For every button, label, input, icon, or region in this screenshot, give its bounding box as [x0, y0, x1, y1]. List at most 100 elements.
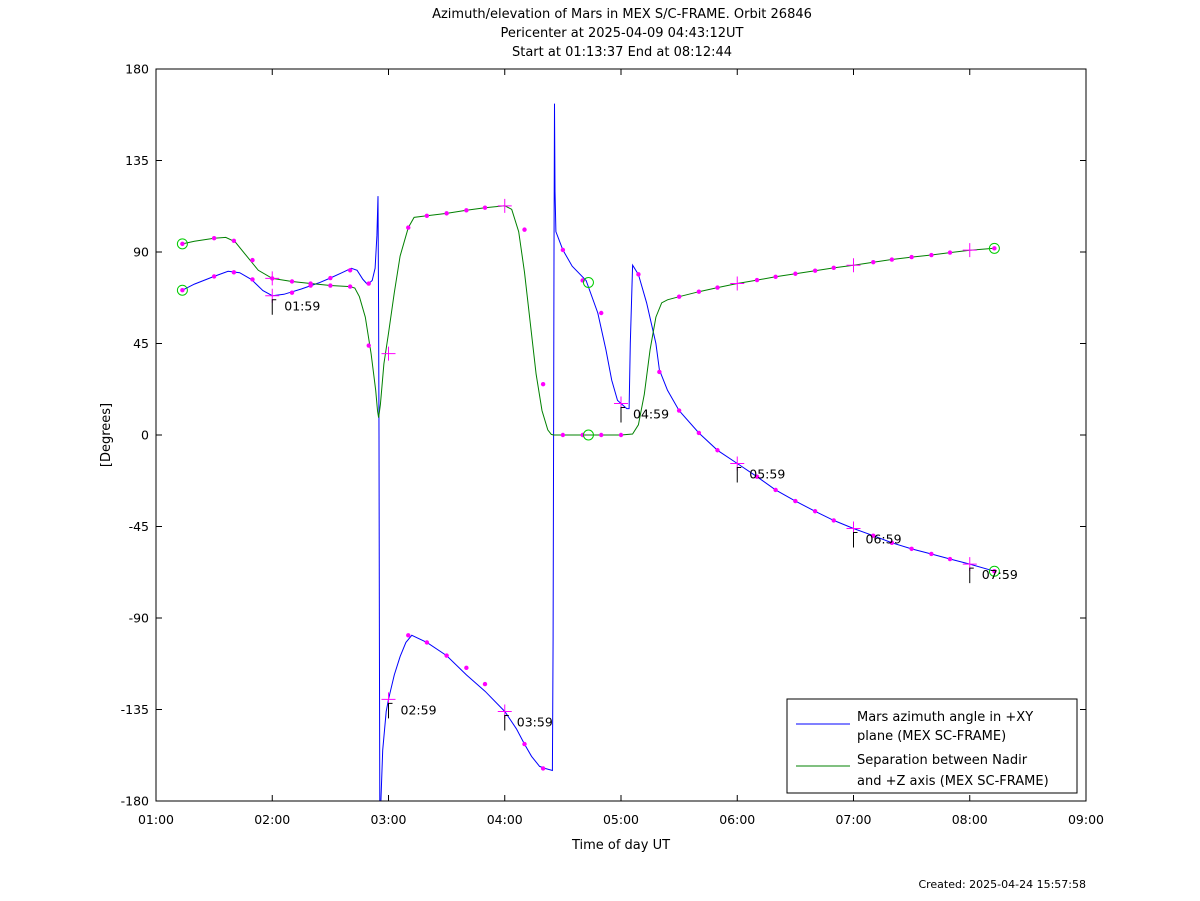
data-dot: [424, 213, 430, 219]
data-dot: [540, 766, 546, 771]
legend-label-azimuth-line-2: plane (MEX SC-FRAME): [857, 729, 1006, 744]
data-dot: [560, 432, 566, 438]
x-tick-label: 03:00: [370, 812, 406, 827]
data-dot: [464, 208, 469, 213]
data-dot: [754, 474, 760, 479]
data-dot: [289, 279, 295, 284]
y-tick-label: 135: [125, 153, 149, 168]
data-dot: [657, 369, 662, 375]
chart-title: Azimuth/elevation of Mars in MEX S/C-FRA…: [432, 7, 812, 60]
data-dot: [522, 741, 527, 747]
y-tick-label: 90: [133, 245, 149, 260]
annotation-pointer: [620, 406, 625, 423]
x-tick-label: 01:00: [138, 812, 174, 827]
hour-cross-marker: [962, 243, 977, 258]
data-dot: [180, 241, 185, 247]
hour-cross-marker: [846, 258, 861, 273]
data-dot: [831, 265, 836, 271]
data-dot: [482, 205, 488, 210]
data-dot: [889, 257, 895, 262]
y-axis-label: [Degrees]: [99, 403, 114, 467]
data-dot: [947, 250, 953, 255]
y-tick-label: 45: [133, 336, 149, 351]
y-tick-label: -135: [121, 702, 149, 717]
x-tick-label: 04:00: [487, 812, 523, 827]
annotation-pointer: [504, 715, 509, 731]
data-dot: [347, 268, 353, 273]
data-dot: [211, 274, 217, 279]
x-tick-label: 09:00: [1068, 812, 1104, 827]
endpoint-circle-marker: [176, 284, 188, 296]
x-tick-label: 06:00: [719, 812, 755, 827]
data-dot: [715, 448, 720, 453]
data-dot: [406, 633, 411, 638]
data-dot: [793, 498, 798, 504]
hour-cross-marker: [265, 271, 280, 286]
endpoint-circle-marker: [988, 565, 1000, 577]
marker-layer: [176, 198, 1000, 771]
data-dot: [871, 533, 876, 538]
data-dot: [696, 430, 702, 436]
x-axis-label: Time of day UT: [571, 838, 670, 853]
data-dot: [366, 281, 371, 286]
data-dot: [909, 254, 914, 260]
data-dot: [715, 285, 720, 290]
annotation-pointer: [271, 299, 277, 315]
annotation-pointer: [969, 567, 974, 584]
y-tick-label: 180: [125, 62, 149, 77]
data-dot: [773, 274, 778, 280]
data-dot: [992, 246, 997, 251]
data-dot: [812, 509, 818, 514]
y-tick-label: -45: [129, 519, 149, 534]
chart-title-line-2: Pericenter at 2025-04-09 04:43:12UT: [500, 26, 743, 41]
data-dot: [676, 294, 682, 299]
hour-cross-marker: [497, 198, 512, 213]
data-dot: [773, 487, 778, 493]
annotation-label: 07:59: [982, 567, 1018, 582]
series-line-separation: [182, 205, 995, 436]
data-dot: [618, 432, 624, 438]
legend: Mars azimuth angle in +XY plane (MEX SC-…: [786, 698, 1078, 794]
y-tick-label: 0: [141, 428, 149, 443]
legend-label-separation-line-2: and +Z axis (MEX SC-FRAME): [857, 774, 1049, 789]
endpoint-circle-marker: [582, 277, 594, 288]
annotation-layer: 01:59 02:59 03:59 04:59 05:59 06:59 07:59: [271, 299, 1018, 731]
data-dot: [522, 227, 527, 232]
data-dot: [482, 681, 488, 687]
chart-title-line-3: Start at 01:13:37 End at 08:12:44: [512, 45, 732, 60]
data-dot: [231, 238, 237, 244]
data-dot: [929, 252, 934, 258]
endpoint-circle-marker: [176, 238, 188, 250]
data-dot: [406, 225, 411, 230]
data-dot: [424, 640, 430, 645]
annotation-label: 04:59: [633, 406, 669, 421]
annotation-pointer: [388, 702, 393, 719]
annotation-label: 06:59: [866, 532, 902, 547]
data-dot: [676, 408, 682, 413]
data-dot: [831, 518, 836, 523]
data-dot: [889, 540, 895, 545]
legend-label-separation-line-1: Separation between Nadir: [857, 753, 1028, 768]
data-dot: [347, 284, 353, 289]
data-dot: [444, 211, 449, 216]
annotation-label: 03:59: [517, 715, 553, 730]
created-timestamp: Created: 2025-04-24 15:57:58: [918, 878, 1086, 891]
data-dot: [308, 283, 313, 288]
y-tick-label: -180: [121, 794, 149, 809]
data-dot: [909, 546, 914, 552]
chart-title-line-1: Azimuth/elevation of Mars in MEX S/C-FRA…: [432, 7, 812, 22]
axis-ticks: 01:00 02:00 03:00 04:00 05:00 06:00 07:00 08:00…: [121, 62, 1104, 828]
annotation-pointer: [736, 466, 742, 483]
annotation-pointer: [853, 532, 858, 548]
data-dot: [992, 569, 997, 574]
data-dot: [947, 556, 953, 562]
data-dot: [599, 432, 604, 438]
x-tick-label: 07:00: [835, 812, 871, 827]
x-tick-label: 05:00: [603, 812, 639, 827]
data-dot: [754, 277, 760, 283]
series-line-azimuth: [380, 103, 995, 801]
data-dot: [929, 551, 934, 557]
data-dot: [696, 289, 702, 294]
y-tick-label: -90: [129, 611, 149, 626]
data-dot: [250, 257, 255, 263]
